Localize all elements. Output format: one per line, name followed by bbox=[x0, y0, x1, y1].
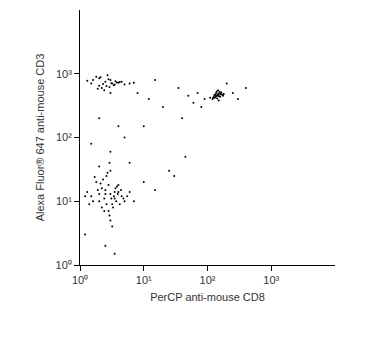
svg-text:10²: 10² bbox=[56, 131, 72, 143]
svg-text:10⁰: 10⁰ bbox=[72, 274, 88, 286]
svg-text:10¹: 10¹ bbox=[136, 274, 152, 286]
svg-text:PerCP anti-mouse CD8: PerCP anti-mouse CD8 bbox=[150, 291, 265, 303]
svg-text:10⁰: 10⁰ bbox=[56, 259, 72, 271]
svg-text:10¹: 10¹ bbox=[56, 195, 72, 207]
svg-text:10²: 10² bbox=[200, 274, 216, 286]
svg-text:10³: 10³ bbox=[263, 274, 279, 286]
svg-text:10³: 10³ bbox=[56, 68, 72, 80]
svg-text:Alexa Fluor® 647 anti-mouse CD: Alexa Fluor® 647 anti-mouse CD3 bbox=[34, 54, 46, 222]
